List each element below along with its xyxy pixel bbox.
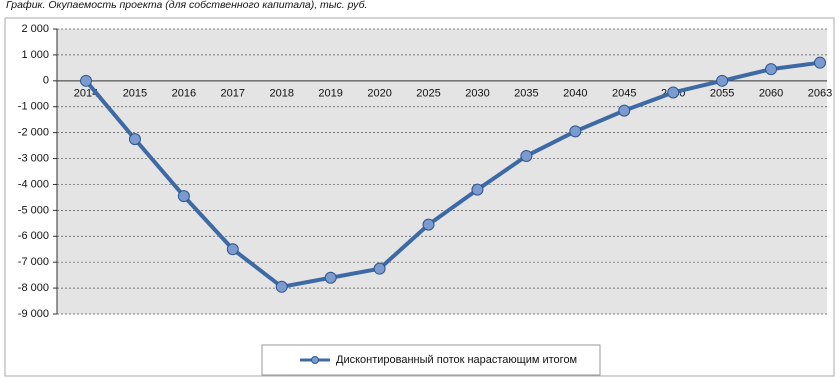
x-tick-label: 2016 [172, 88, 196, 100]
x-tick-label: 2020 [367, 88, 391, 100]
y-tick-label: -4 000 [18, 178, 49, 190]
point [667, 86, 680, 99]
y-tick-label: -5 000 [18, 204, 49, 216]
point [569, 125, 582, 138]
x-tick-label: 2017 [221, 88, 245, 100]
y-tick-label: 1 000 [21, 49, 49, 61]
y-tick-label: 2 000 [21, 23, 49, 35]
legend-label: Дисконтированный поток нарастающим итого… [336, 354, 577, 366]
legend-marker [311, 356, 319, 364]
point [422, 218, 435, 231]
y-tick-label: -1 000 [18, 101, 49, 113]
y-tick-label: -6 000 [18, 230, 49, 242]
x-tick-label: 2025 [416, 88, 440, 100]
y-tick-label: -7 000 [18, 256, 49, 268]
x-tick-label: 2055 [710, 88, 734, 100]
point [177, 190, 190, 203]
point [226, 243, 239, 256]
point [765, 63, 778, 76]
x-tick-label: 2030 [465, 88, 489, 100]
point [373, 262, 386, 275]
point [324, 271, 337, 284]
point [471, 183, 484, 196]
x-tick-label: 2019 [318, 88, 342, 100]
chart-title: График. Окупаемость проекта (для собстве… [6, 0, 367, 11]
y-tick-label: -8 000 [18, 282, 49, 294]
plot-area [57, 29, 827, 314]
legend-box [261, 344, 601, 376]
y-tick-label: -3 000 [18, 152, 49, 164]
y-tick-label: 0 [43, 75, 49, 87]
series-line [84, 60, 821, 289]
x-tick-label: 2035 [514, 88, 538, 100]
point [716, 74, 729, 87]
point [128, 133, 141, 146]
point [618, 104, 631, 117]
x-tick-label: 2015 [123, 88, 147, 100]
y-tick-label: -9 000 [18, 308, 49, 320]
x-tick-label: 2040 [563, 88, 587, 100]
point [275, 280, 288, 293]
x-tick-label: 2060 [759, 88, 783, 100]
x-tick-label: 2045 [612, 88, 636, 100]
x-tick-label: 2018 [269, 88, 293, 100]
y-tick-label: -2 000 [18, 127, 49, 139]
point [80, 74, 92, 87]
point [520, 149, 533, 162]
point [814, 56, 826, 69]
x-tick-label: 2063 [808, 88, 832, 100]
